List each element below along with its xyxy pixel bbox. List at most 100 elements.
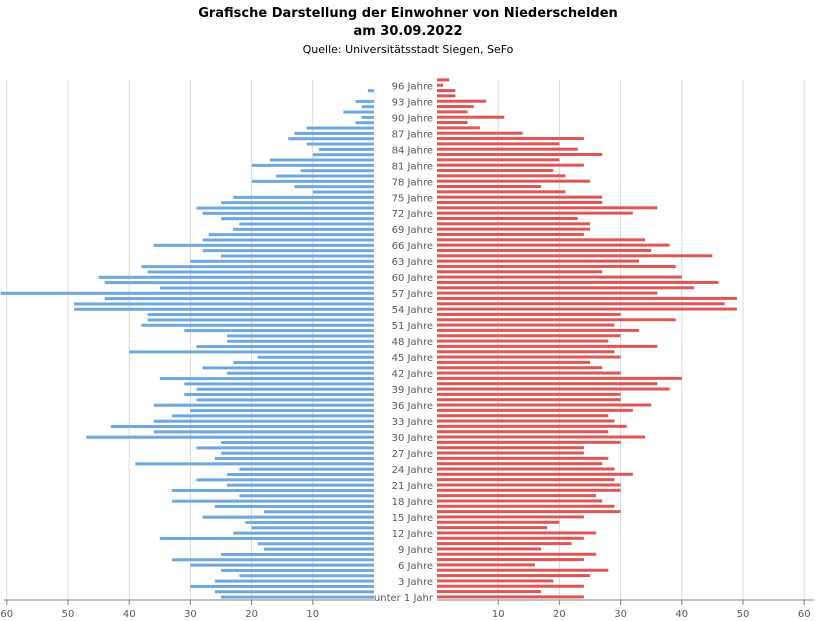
right-bar <box>437 83 444 87</box>
left-bar <box>288 137 374 141</box>
right-bars <box>437 78 737 599</box>
right-bar <box>437 339 609 343</box>
left-bar <box>104 297 374 301</box>
right-bar <box>437 515 584 519</box>
left-bar <box>159 286 374 290</box>
left-bar <box>239 574 374 578</box>
right-bar <box>437 147 578 151</box>
left-bar <box>257 355 374 359</box>
right-bar <box>437 94 456 98</box>
right-bar <box>437 403 652 407</box>
right-bar <box>437 158 560 162</box>
left-bar <box>147 270 374 274</box>
right-bar <box>437 408 633 412</box>
left-bar <box>190 563 374 567</box>
x-tick-label-left: 10 <box>306 609 319 620</box>
age-label: 42 Jahre <box>392 369 433 380</box>
right-bar <box>437 200 603 204</box>
right-bar <box>437 526 548 530</box>
left-bar <box>104 281 374 285</box>
left-bar <box>141 323 374 327</box>
right-bar <box>437 414 609 418</box>
left-bar <box>184 329 374 333</box>
right-bar <box>437 275 682 279</box>
right-bar <box>437 153 603 157</box>
left-bar <box>202 366 374 370</box>
left-bar <box>184 382 374 386</box>
right-bar <box>437 478 615 482</box>
left-bar <box>239 467 374 471</box>
left-bar <box>159 377 374 381</box>
right-bar <box>437 366 603 370</box>
age-label: 15 Jahre <box>392 513 433 524</box>
left-bar <box>221 451 374 455</box>
left-bar <box>74 302 375 306</box>
age-label: 81 Jahre <box>392 161 433 172</box>
right-bar <box>437 243 670 247</box>
left-bar <box>294 185 374 189</box>
left-bar <box>172 558 374 562</box>
left-bar <box>312 190 374 194</box>
left-bar <box>196 206 374 210</box>
right-bar <box>437 195 603 199</box>
left-bar <box>221 254 374 258</box>
right-bar <box>437 163 584 167</box>
right-bar <box>437 296 737 300</box>
left-bar <box>202 515 374 519</box>
left-bar <box>233 195 374 199</box>
left-bar <box>214 504 374 508</box>
age-label: 12 Jahre <box>392 529 433 540</box>
right-bar <box>437 456 609 460</box>
age-label: 30 Jahre <box>392 433 433 444</box>
right-bar <box>437 392 621 396</box>
right-bar <box>437 99 486 103</box>
left-bar <box>221 441 374 445</box>
right-bar <box>437 499 603 503</box>
left-bar <box>172 499 374 503</box>
right-bar <box>437 579 554 583</box>
left-bar <box>153 403 374 407</box>
right-bar <box>437 302 725 306</box>
left-bar <box>239 222 374 226</box>
x-tick-label-left: 30 <box>184 609 197 620</box>
right-bar <box>437 488 621 492</box>
right-bar <box>437 110 468 114</box>
left-bar <box>306 142 374 146</box>
age-label: 60 Jahre <box>392 273 433 284</box>
age-label: 69 Jahre <box>392 225 433 236</box>
left-bar <box>367 89 374 93</box>
right-bar <box>437 382 658 386</box>
left-bar <box>251 179 374 183</box>
age-label: 27 Jahre <box>392 449 433 460</box>
left-bar <box>184 393 374 397</box>
right-bar <box>437 376 682 380</box>
right-bar <box>437 323 615 327</box>
right-bar <box>437 131 523 135</box>
left-bar <box>214 590 374 594</box>
right-bar <box>437 360 590 364</box>
left-bar <box>129 350 374 354</box>
age-label: 51 Jahre <box>392 321 433 332</box>
right-bar <box>437 248 652 252</box>
right-bar <box>437 78 450 82</box>
right-bar <box>437 483 621 487</box>
left-bar <box>110 425 374 429</box>
right-bar <box>437 334 621 338</box>
right-bar <box>437 318 676 322</box>
left-bar <box>269 158 374 162</box>
left-bar <box>147 313 374 317</box>
left-bar <box>355 99 374 103</box>
age-label: 9 Jahre <box>398 545 433 556</box>
right-bar <box>437 184 542 188</box>
age-label: 87 Jahre <box>392 129 433 140</box>
left-bar <box>172 489 374 492</box>
age-label: 3 Jahre <box>398 577 433 588</box>
right-bar <box>437 440 621 444</box>
left-bar <box>227 334 374 338</box>
right-bar <box>437 254 713 258</box>
left-bar <box>233 227 374 231</box>
right-bar <box>437 510 621 514</box>
left-bars <box>0 89 375 599</box>
age-label: 39 Jahre <box>392 385 433 396</box>
right-bar <box>437 216 578 220</box>
